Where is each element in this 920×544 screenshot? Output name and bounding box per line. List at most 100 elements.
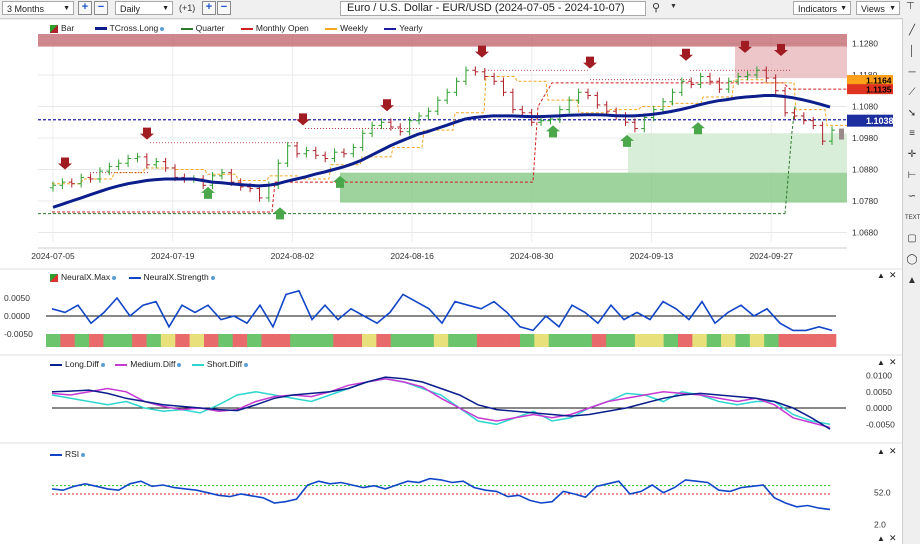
offset-plus-button[interactable]: + bbox=[202, 1, 216, 15]
legend-max-label: NeuralX.Max bbox=[61, 272, 111, 282]
rsi-tick-label: 52.0 bbox=[874, 488, 891, 498]
symbol-title[interactable]: Euro / U.S. Dollar - EUR/USD (2024-07-05… bbox=[340, 1, 646, 16]
chevron-down-icon: ▼ bbox=[162, 5, 169, 12]
rsi-legend: RSI bbox=[50, 449, 86, 459]
neuralx-max-band bbox=[749, 334, 765, 347]
neuralx-max-band bbox=[692, 334, 708, 347]
curve-tool-icon[interactable]: ∽ bbox=[907, 191, 917, 202]
range-value: 3 Months bbox=[7, 4, 45, 14]
close-icon[interactable]: ✕ bbox=[889, 533, 897, 543]
legend-bar-swatch bbox=[50, 24, 58, 33]
quarter-step-line bbox=[784, 106, 796, 214]
pane-expand-icon[interactable]: ▲ bbox=[877, 358, 885, 367]
neuralx-max-band bbox=[146, 334, 162, 347]
legend-rsi-label: RSI bbox=[65, 449, 80, 459]
offset-label: (+1) bbox=[179, 3, 196, 13]
pin-icon[interactable]: ⊤ bbox=[906, 1, 915, 12]
indicators-button[interactable]: Indicators ▼ bbox=[793, 1, 851, 15]
neuralx-max-band bbox=[591, 334, 607, 347]
settings-dot-icon[interactable] bbox=[100, 362, 105, 367]
settings-dot-icon[interactable] bbox=[160, 26, 165, 31]
price-label-text: 1.1164 bbox=[866, 76, 892, 86]
neuralx-legend: NeuralX.Max NeuralX.Strength bbox=[50, 272, 215, 282]
sell-signal-arrow bbox=[583, 56, 597, 69]
crosshair-tool-icon[interactable]: ✛ bbox=[907, 149, 917, 160]
zoom-in-button[interactable]: + bbox=[78, 1, 92, 15]
views-button[interactable]: Views ▼ bbox=[856, 1, 900, 15]
neuralx-chart: 0.0050 0.0000 -0.0050 bbox=[4, 282, 837, 350]
neuralx-max-band bbox=[476, 334, 492, 347]
chevron-down-icon[interactable]: ▼ bbox=[670, 3, 677, 10]
sell-signal-arrow bbox=[140, 127, 154, 140]
neuralx-max-band bbox=[419, 334, 435, 347]
close-icon[interactable]: ✕ bbox=[889, 446, 897, 456]
settings-dot-icon[interactable] bbox=[81, 452, 86, 457]
settings-dot-icon[interactable] bbox=[112, 275, 117, 280]
buy-signal-arrow bbox=[691, 122, 705, 135]
neuralx-max-band bbox=[318, 334, 334, 347]
search-icon[interactable]: ⚲ bbox=[652, 2, 661, 14]
triangle-tool-icon[interactable]: ▲ bbox=[907, 275, 917, 286]
rsi-line bbox=[51, 477, 831, 511]
legend-quarter-swatch bbox=[180, 27, 193, 30]
neuralx-max-band bbox=[132, 334, 147, 347]
range-select[interactable]: 3 Months ▼ bbox=[2, 1, 74, 15]
interval-select[interactable]: Daily ▼ bbox=[115, 1, 173, 15]
text-tool-icon[interactable]: TEXT bbox=[905, 215, 920, 221]
sell-signal-arrow bbox=[380, 99, 394, 112]
neuralx-max-band bbox=[175, 334, 190, 347]
x-tick-label: 2024-09-13 bbox=[630, 251, 674, 261]
chevron-down-icon: ▼ bbox=[63, 5, 70, 12]
legend-medium-swatch bbox=[115, 363, 128, 366]
pane-expand-icon[interactable]: ▲ bbox=[877, 271, 885, 280]
settings-dot-icon[interactable] bbox=[210, 275, 215, 280]
legend-monthly-label: Monthly Open bbox=[255, 23, 309, 33]
settings-dot-icon[interactable] bbox=[177, 362, 182, 367]
long-diff-line bbox=[51, 376, 831, 430]
measure-tool-icon[interactable]: ⊢ bbox=[907, 170, 917, 181]
horizontal-line-tool-icon[interactable]: ─ bbox=[908, 67, 916, 78]
legend-weekly-swatch bbox=[325, 27, 338, 30]
line-tool-icon[interactable]: ╱ bbox=[908, 25, 916, 36]
close-icon[interactable]: ✕ bbox=[889, 270, 897, 280]
legend-max-swatch bbox=[50, 273, 58, 282]
price-label-box bbox=[847, 75, 893, 86]
diff-pane: 0.0100 0.0050 0.0000 -0.0050 Long.Diff Medi… bbox=[0, 356, 902, 442]
fibonacci-tool-icon[interactable]: ≡ bbox=[909, 128, 915, 139]
buy-signal-arrow bbox=[273, 207, 287, 220]
close-icon[interactable]: ✕ bbox=[889, 357, 897, 367]
neuralx-max-band bbox=[649, 334, 664, 347]
neuralx-max-band bbox=[60, 334, 76, 347]
neuralx-max-band bbox=[247, 334, 262, 347]
neuralx-max-band bbox=[563, 334, 578, 347]
neuralx-max-band bbox=[390, 334, 406, 347]
rectangle-tool-icon[interactable]: ▢ bbox=[907, 233, 917, 244]
pane-expand-icon[interactable]: ▲ bbox=[877, 534, 885, 543]
legend-strength-swatch bbox=[128, 276, 141, 279]
settings-dot-icon[interactable] bbox=[244, 362, 249, 367]
neuralx-max-band bbox=[46, 334, 61, 347]
legend-quarter-label: Quarter bbox=[195, 23, 225, 33]
neuralx-max-band bbox=[362, 334, 377, 347]
neuralx-max-band bbox=[103, 334, 119, 347]
ellipse-tool-icon[interactable]: ◯ bbox=[906, 254, 918, 265]
pane-expand-icon[interactable]: ▲ bbox=[877, 447, 885, 456]
neuralx-max-band bbox=[678, 334, 693, 347]
resistance-zone-upper bbox=[735, 46, 847, 79]
diff-tick-label: -0.0050 bbox=[866, 419, 895, 429]
neuralx-max-band bbox=[261, 334, 277, 347]
vertical-line-tool-icon[interactable]: │ bbox=[908, 46, 916, 57]
neuralx-max-band bbox=[778, 334, 794, 347]
zoom-out-button[interactable]: − bbox=[94, 1, 108, 15]
neuralx-max-band bbox=[577, 334, 593, 347]
neuralx-max-band bbox=[548, 334, 564, 347]
price-label-box bbox=[847, 84, 893, 95]
legend-yearly-label: Yearly bbox=[399, 23, 423, 33]
x-tick-label: 2024-08-16 bbox=[390, 251, 434, 261]
arrow-tool-icon[interactable]: ➘ bbox=[907, 108, 917, 119]
legend-strength-label: NeuralX.Strength bbox=[143, 272, 209, 282]
offset-minus-button[interactable]: − bbox=[217, 1, 231, 15]
price-pane: 1.1280 1.1180 1.1080 1.0980 1.0880 1.0780 1.06… bbox=[0, 20, 902, 268]
ray-tool-icon[interactable]: ⟋ bbox=[908, 87, 916, 98]
neuralx-tick-label: -0.0050 bbox=[4, 329, 33, 339]
